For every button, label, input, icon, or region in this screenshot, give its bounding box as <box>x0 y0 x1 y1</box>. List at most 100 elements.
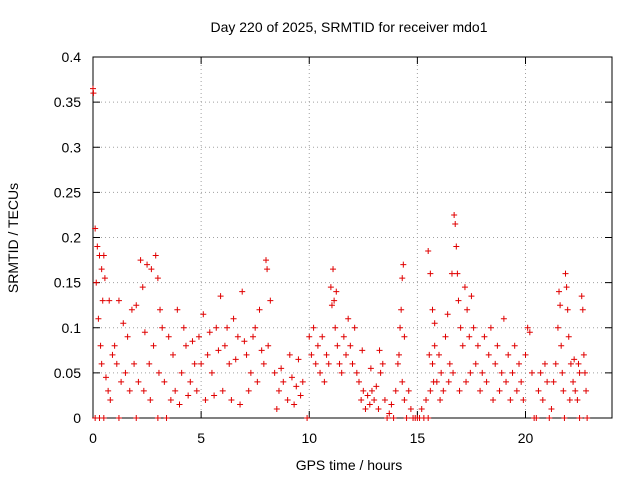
y-tick-label: 0.35 <box>54 94 81 110</box>
data-point <box>232 356 239 363</box>
data-point <box>265 342 272 349</box>
data-point <box>362 405 369 412</box>
data-point <box>133 415 140 421</box>
data-point <box>215 347 222 354</box>
data-point <box>377 369 384 376</box>
data-point <box>481 333 488 340</box>
x-axis-label: GPS time / hours <box>296 457 403 473</box>
data-point <box>472 360 479 367</box>
data-point <box>485 351 492 358</box>
data-point <box>115 297 122 304</box>
data-point <box>185 392 192 399</box>
data-point <box>492 360 499 367</box>
data-point <box>437 396 444 403</box>
data-point <box>563 284 570 291</box>
data-point <box>403 415 410 421</box>
data-point <box>562 270 569 277</box>
data-point <box>509 369 516 376</box>
data-point <box>390 415 397 421</box>
data-point <box>399 275 406 282</box>
data-point <box>139 284 146 291</box>
data-point <box>528 369 535 376</box>
data-point <box>454 270 461 277</box>
data-point <box>144 261 151 268</box>
data-point <box>204 351 211 358</box>
data-point <box>446 360 453 367</box>
data-point <box>124 333 131 340</box>
data-point <box>425 415 432 421</box>
y-tick-label: 0.2 <box>62 230 82 246</box>
data-point <box>195 333 202 340</box>
data-point <box>141 329 148 336</box>
data-point <box>332 324 339 331</box>
data-point <box>202 396 209 403</box>
data-point <box>105 387 112 394</box>
x-tick-label: 0 <box>89 430 97 446</box>
data-point <box>522 351 529 358</box>
data-point <box>299 378 306 385</box>
data-point <box>319 333 326 340</box>
data-point <box>466 333 473 340</box>
data-point <box>345 315 352 322</box>
data-point <box>483 378 490 385</box>
data-point <box>219 387 226 394</box>
data-point <box>152 252 159 259</box>
data-point <box>578 293 585 300</box>
data-point <box>94 243 101 250</box>
data-point <box>399 378 406 385</box>
data-point <box>456 387 463 394</box>
data-point <box>252 324 259 331</box>
data-point <box>453 243 460 250</box>
data-point <box>340 333 347 340</box>
data-point <box>375 405 382 412</box>
data-point <box>418 405 425 412</box>
data-point <box>398 306 405 313</box>
data-point <box>557 302 564 309</box>
data-point <box>263 257 269 264</box>
data-point <box>584 415 591 421</box>
data-point <box>533 415 540 421</box>
data-point <box>131 360 138 367</box>
data-point <box>576 415 583 421</box>
data-point <box>440 387 447 394</box>
data-point <box>120 320 127 327</box>
data-point <box>308 351 315 358</box>
data-point <box>122 369 129 376</box>
data-point <box>371 396 378 403</box>
data-point <box>571 356 578 363</box>
data-point <box>170 351 177 358</box>
data-point <box>564 306 571 313</box>
data-point <box>334 342 341 349</box>
data-point <box>107 396 114 403</box>
data-point <box>98 360 105 367</box>
data-point <box>550 378 557 385</box>
data-point <box>165 333 172 340</box>
data-point <box>176 401 183 408</box>
data-point <box>280 378 287 385</box>
data-point <box>429 306 436 313</box>
data-point <box>388 401 395 408</box>
data-point <box>230 315 237 322</box>
data-point <box>278 365 285 372</box>
data-point <box>102 374 109 381</box>
data-point <box>442 333 449 340</box>
data-point <box>392 387 399 394</box>
data-point <box>448 270 455 277</box>
data-point <box>429 360 436 367</box>
data-point <box>401 333 408 340</box>
data-point <box>457 324 464 331</box>
data-point <box>163 415 170 421</box>
data-point <box>464 306 471 313</box>
data-point <box>580 351 587 358</box>
data-point <box>217 293 224 300</box>
data-point <box>583 387 590 394</box>
data-point <box>451 211 458 218</box>
x-tick-label: 5 <box>197 430 205 446</box>
data-point <box>128 306 135 313</box>
data-point <box>228 396 235 403</box>
data-point <box>425 248 432 255</box>
data-point <box>146 360 153 367</box>
data-point <box>368 387 375 394</box>
data-point <box>381 396 388 403</box>
data-point <box>552 360 559 367</box>
